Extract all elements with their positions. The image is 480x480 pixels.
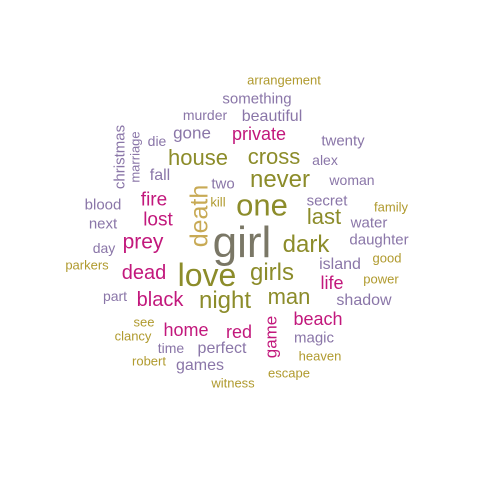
word: water (350, 214, 388, 232)
word: time (157, 340, 185, 356)
word: arrangement (247, 72, 321, 88)
word: fire (140, 189, 168, 211)
word: secret (306, 192, 348, 210)
word: game (261, 315, 281, 359)
word: robert (132, 353, 166, 369)
word: home (163, 320, 209, 340)
word: prey (122, 230, 164, 254)
word: murder (182, 107, 228, 123)
word: day (92, 240, 116, 256)
word: love (177, 257, 237, 293)
word: girls (249, 259, 295, 286)
word: beach (293, 309, 343, 329)
word: life (320, 273, 344, 293)
word: dead (121, 262, 167, 284)
word: part (102, 288, 128, 304)
word: beautiful (241, 108, 303, 125)
word: escape (268, 365, 310, 381)
word: island (319, 256, 361, 273)
word: see (133, 314, 155, 330)
word: power (363, 271, 399, 287)
word: last (306, 204, 342, 229)
word: red (225, 322, 253, 342)
word: marriage (127, 131, 143, 183)
word: twenty (321, 132, 365, 150)
word: private (231, 124, 287, 144)
word: two (211, 175, 235, 193)
word: lost (143, 209, 173, 231)
word: christmas (111, 124, 129, 190)
word: gone (173, 123, 211, 143)
word: alex (312, 152, 338, 168)
word: daughter (349, 231, 409, 249)
word: cross (247, 144, 301, 169)
word: perfect (197, 340, 247, 357)
word: die (147, 133, 167, 149)
word: good (372, 250, 402, 266)
word: next (88, 215, 118, 233)
word: one (236, 187, 288, 223)
word: parkers (65, 257, 109, 273)
word: heaven (298, 348, 342, 364)
word: magic (293, 329, 335, 347)
word: shadow (336, 292, 392, 309)
word: kill (210, 194, 226, 210)
word: blood (84, 196, 122, 214)
word: black (136, 289, 184, 311)
word: dark (282, 231, 330, 258)
word: woman (329, 172, 375, 188)
word: man (267, 284, 311, 309)
word: death (185, 184, 214, 248)
word: clancy (114, 328, 152, 344)
word: witness (211, 375, 255, 391)
word: games (175, 357, 225, 374)
word: house (168, 145, 228, 170)
word: girl (212, 218, 272, 267)
word: something (222, 90, 292, 108)
word: night (198, 287, 252, 314)
word: family (374, 199, 408, 215)
word: fall (149, 167, 171, 184)
word: never (249, 166, 311, 193)
